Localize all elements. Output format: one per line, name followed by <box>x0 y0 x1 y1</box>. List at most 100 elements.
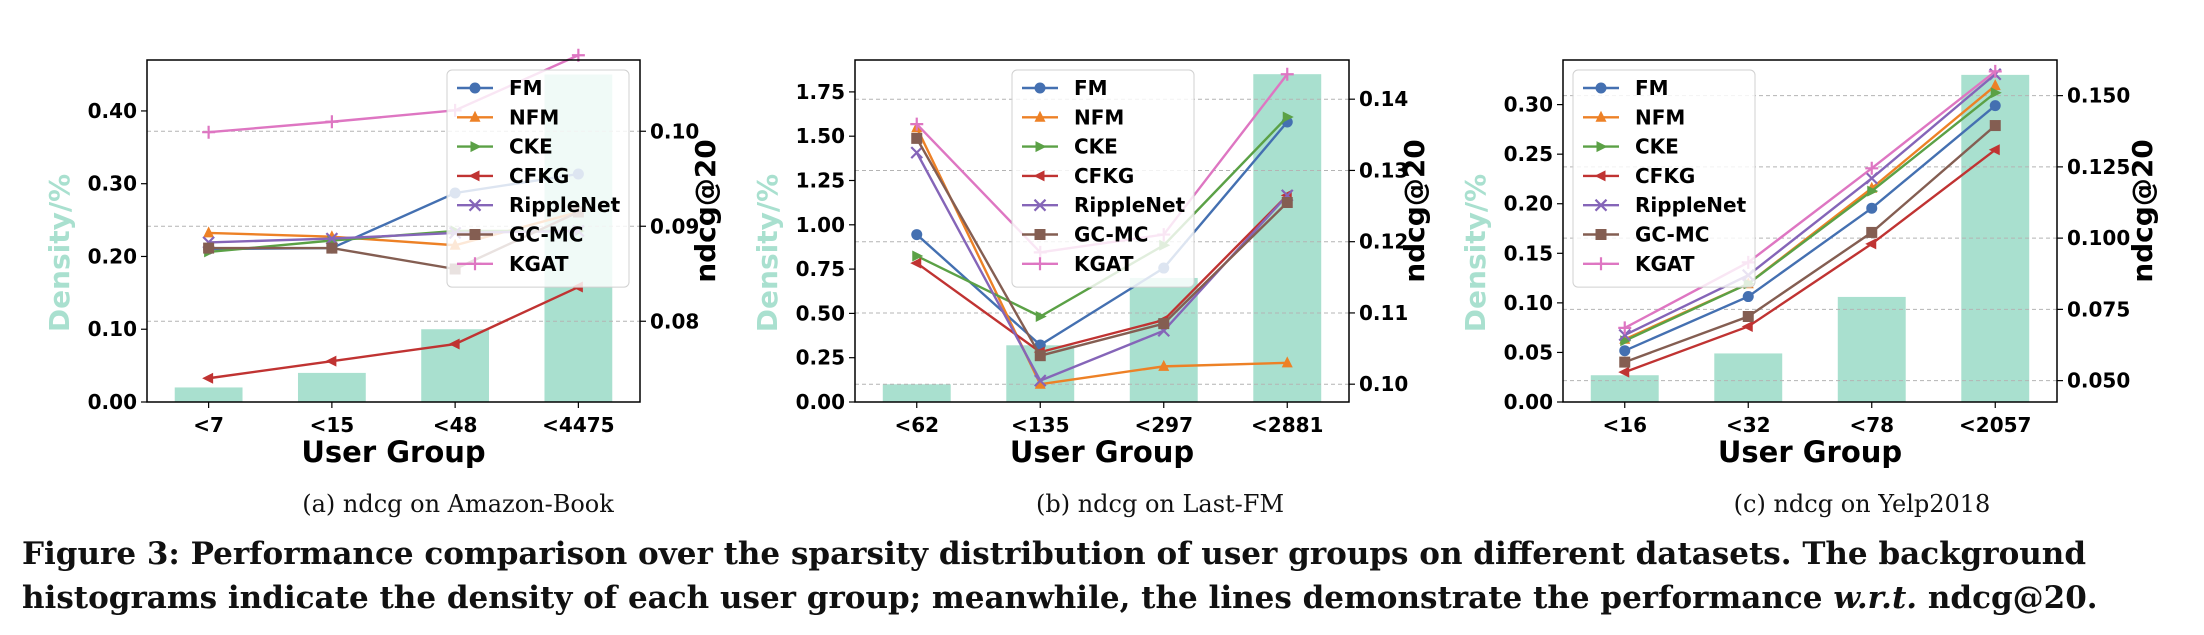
density-bar <box>1837 296 1906 402</box>
legend-item: KGAT <box>1022 252 1134 276</box>
legend-marker <box>1595 110 1607 122</box>
right-tick-label: 0.08 <box>650 309 699 333</box>
series-point <box>1989 100 2001 112</box>
x-tick-label: <2057 <box>1959 413 2031 437</box>
series-line <box>915 121 1289 347</box>
series-kgat <box>1618 64 2002 335</box>
legend-label: NFM <box>1635 105 1685 129</box>
legend-label: GC-MC <box>1635 223 1709 247</box>
legend-box <box>446 69 630 288</box>
subcaption-a: (a) ndcg on Amazon-Book <box>302 490 614 518</box>
right-tick-label: 0.050 <box>2067 369 2130 393</box>
x-tick-label: <4475 <box>542 413 614 437</box>
series-point <box>1619 345 1631 357</box>
subcaption-b: (b) ndcg on Last-FM <box>1035 490 1285 518</box>
legend-marker <box>1595 229 1607 240</box>
series-line <box>915 137 1289 358</box>
series-point <box>1865 171 1879 185</box>
legend-item: RippleNet <box>1022 193 1186 217</box>
right-tick-label: 0.11 <box>1359 301 1408 325</box>
legend-label: GC-MC <box>509 223 583 247</box>
left-tick-label: 0.75 <box>796 257 845 281</box>
legend-item: CFKG <box>457 164 569 188</box>
series-point <box>910 146 924 159</box>
legend-item: FM <box>1583 76 1669 100</box>
legend-marker <box>1034 110 1046 122</box>
legend-item: KGAT <box>1583 252 1695 276</box>
legend-marker <box>1034 82 1046 94</box>
right-tick-label: 0.12 <box>1359 230 1408 254</box>
legend-marker <box>1594 170 1606 182</box>
series-point <box>911 229 923 241</box>
series-point <box>1865 238 1877 250</box>
series-point <box>1618 321 1632 335</box>
series-point <box>1866 202 1878 214</box>
series-line <box>915 127 1288 386</box>
series-point <box>1990 87 2002 99</box>
series-point <box>325 115 339 129</box>
left-tick-label: 0.15 <box>1504 241 1553 265</box>
legend-item: KGAT <box>457 252 569 276</box>
x-tick-label: <7 <box>193 413 224 437</box>
chart-panel-a: 0.00 0.10 0.20 0.30 0.40 0.08 0.09 0.10 <7 <15 <48… <box>43 48 722 469</box>
right-tick-label: 0.09 <box>650 214 699 238</box>
series-point <box>911 132 923 144</box>
series-point <box>448 338 460 350</box>
series-point <box>203 226 215 238</box>
series-point <box>910 257 922 269</box>
legend-item: RippleNet <box>1583 193 1747 217</box>
x-tick-label: <135 <box>1011 413 1070 437</box>
legend-label: NFM <box>509 105 559 129</box>
left-tick-label: 0.00 <box>796 390 845 414</box>
legend-marker <box>1594 198 1608 212</box>
left-axis-label: Density/% <box>1459 174 1492 332</box>
series-line <box>1624 124 1997 364</box>
legend-label: KGAT <box>509 252 569 276</box>
legend-box <box>1011 69 1195 288</box>
axes-frame <box>1562 59 2058 403</box>
legend-label: CKE <box>1074 135 1118 159</box>
legend-item: CFKG <box>1022 164 1134 188</box>
series-point <box>1988 64 2002 78</box>
legend: FM NFM CKE CFKG RippleNet GC-MC KGAT <box>1572 69 1756 288</box>
left-tick-label: 0.00 <box>1504 390 1553 414</box>
left-tick-label: 1.50 <box>796 124 845 148</box>
right-tick-label: 0.125 <box>2067 155 2130 179</box>
legend-marker <box>468 170 480 182</box>
legend-label: KGAT <box>1074 252 1134 276</box>
left-tick-label: 0.30 <box>1504 93 1553 117</box>
legend-marker <box>468 257 482 271</box>
x-tick-label: <32 <box>1726 413 1771 437</box>
series-point <box>1281 356 1293 368</box>
x-axis-label: User Group <box>1010 435 1194 469</box>
legend-marker <box>1033 170 1045 182</box>
right-tick-label: 0.13 <box>1359 158 1408 182</box>
left-axis-label: Density/% <box>43 174 76 332</box>
legend-label: CKE <box>1635 135 1679 159</box>
legend-item: NFM <box>1583 105 1685 129</box>
right-tick-label: 0.14 <box>1359 87 1408 111</box>
series-line <box>1624 70 1996 329</box>
series-point <box>910 117 924 131</box>
legend-marker <box>1035 141 1047 153</box>
series-line <box>1624 73 1997 337</box>
series-point <box>1742 291 1754 303</box>
legend-marker <box>469 82 481 94</box>
series-gc-mc <box>1619 120 2001 368</box>
legend-marker <box>469 110 481 122</box>
left-tick-label: 0.10 <box>1504 291 1553 315</box>
right-tick-label: 0.10 <box>1359 372 1408 396</box>
chart-panel-b: 0.00 0.25 0.50 0.75 1.00 1.25 1.50 1.75 0.10 0.11… <box>751 59 1431 469</box>
left-tick-label: 0.50 <box>796 301 845 325</box>
legend-marker <box>1596 141 1608 153</box>
series-fm <box>1619 100 2001 357</box>
x-tick-label: <62 <box>894 413 939 437</box>
series-point <box>202 125 216 139</box>
legend-item: CKE <box>457 135 553 159</box>
legend-label: RippleNet <box>509 193 621 217</box>
legend-marker <box>1033 198 1047 212</box>
subcaption-c: (c) ndcg on Yelp2018 <box>1733 490 1991 518</box>
x-tick-label: <78 <box>1849 413 1894 437</box>
legend-marker <box>1033 257 1047 271</box>
figure-caption-line1: Figure 3: Performance comparison over th… <box>22 536 2086 572</box>
